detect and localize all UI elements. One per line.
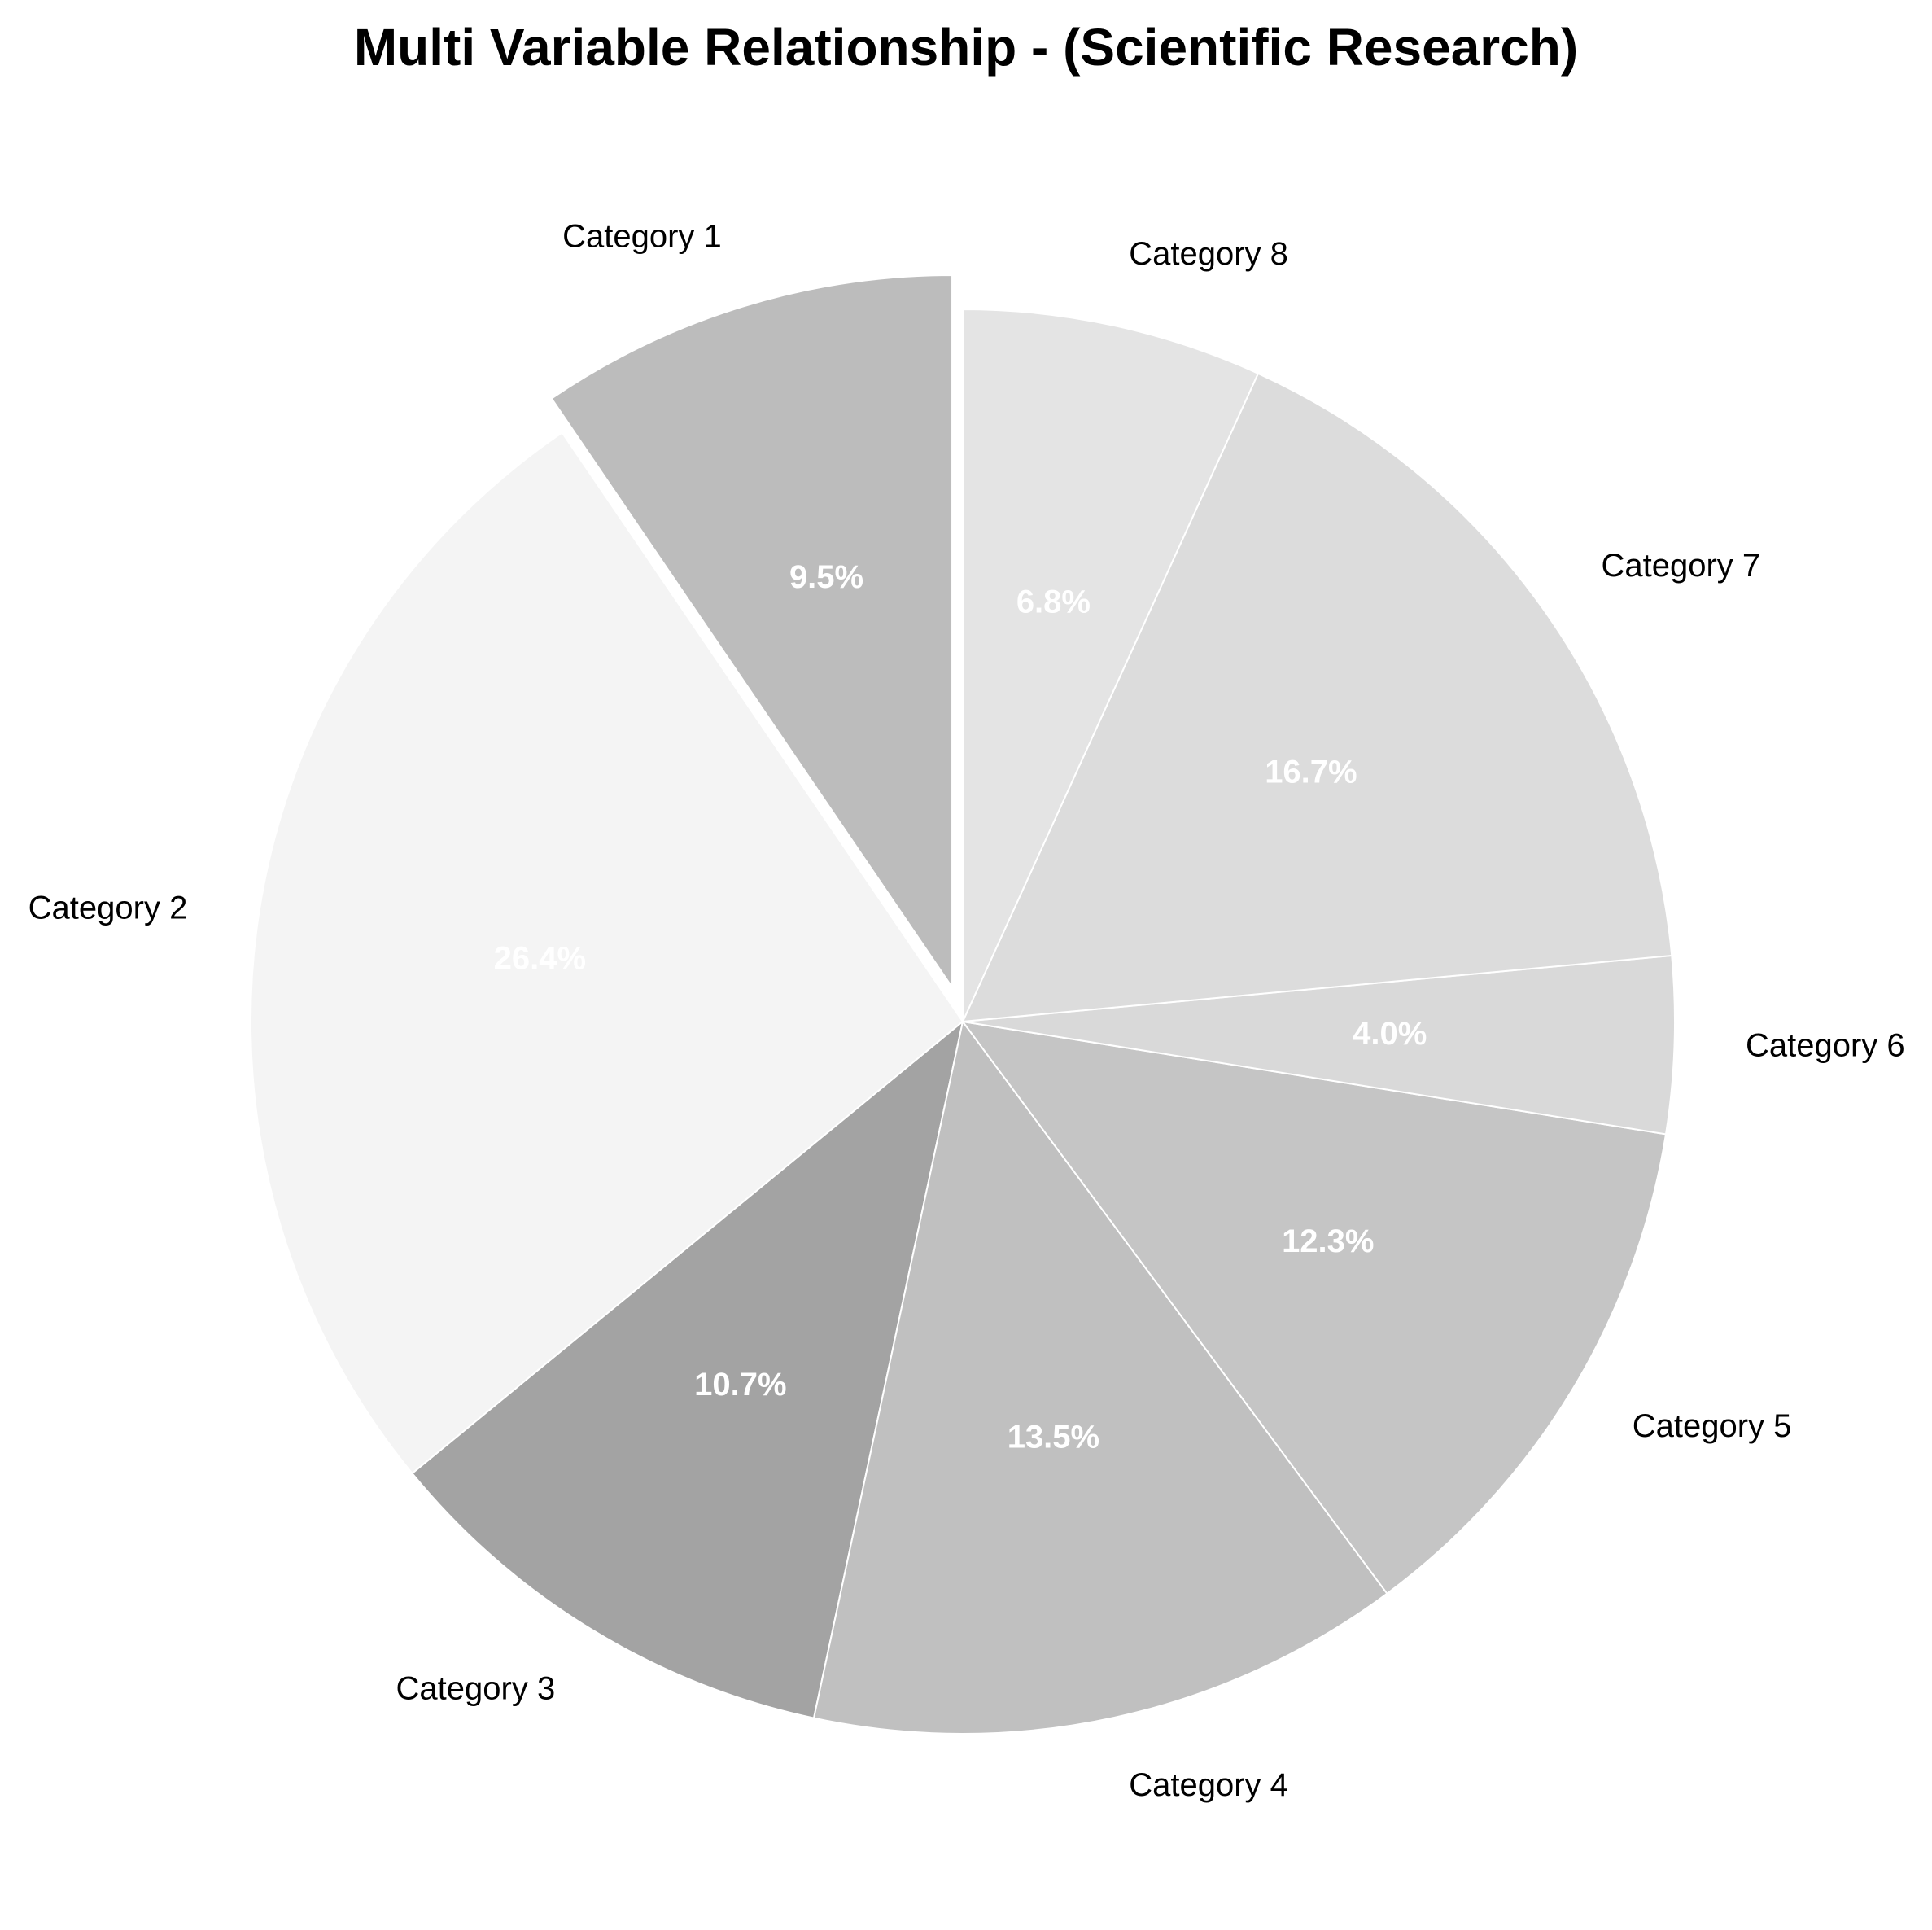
category-labels: Category 1 Category 2 Category 3 Category 4… — [28, 219, 1905, 1804]
pie-slice-category-1 — [550, 274, 954, 991]
percentage-label-category-7: 16.7% — [1265, 754, 1357, 790]
pie-slice-category-8 — [962, 308, 1260, 1022]
category-label-category-5: Category 5 — [1633, 1408, 1792, 1444]
percentage-label-category-2: 26.4% — [494, 941, 586, 977]
pie-slice-category-5 — [960, 1020, 1668, 1595]
category-label-category-8: Category 8 — [1129, 236, 1288, 272]
category-label-category-2: Category 2 — [28, 890, 188, 926]
chart-title: Multi Variable Relationship - (Scientifi… — [354, 18, 1578, 77]
category-label-category-4: Category 4 — [1129, 1767, 1288, 1803]
category-label-category-7: Category 7 — [1602, 548, 1761, 584]
percentage-label-category-4: 13.5% — [1008, 1420, 1099, 1455]
percentage-label-category-1: 9.5% — [789, 559, 863, 595]
percentage-label-category-5: 12.3% — [1282, 1223, 1374, 1259]
percentage-label-category-6: 4.0% — [1353, 1016, 1427, 1052]
category-label-category-1: Category 1 — [562, 219, 722, 255]
pie-slice-category-3 — [411, 1019, 964, 1719]
pie-slices — [250, 274, 1676, 1735]
pie-slice-category-4 — [812, 1019, 1388, 1735]
percentage-label-category-3: 10.7% — [694, 1367, 786, 1403]
percentage-label-category-8: 6.8% — [1016, 584, 1091, 620]
pie-slice-category-2 — [250, 431, 964, 1475]
pie-slice-category-6 — [962, 954, 1676, 1136]
pie-slice-category-7 — [961, 372, 1673, 1023]
category-label-category-6: Category 6 — [1746, 1027, 1905, 1063]
category-label-category-3: Category 3 — [396, 1671, 556, 1707]
percentage-labels: 9.5% 26.4% 10.7% 13.5% 12.3% 4.0% 16.7% 6.8% — [494, 559, 1427, 1455]
